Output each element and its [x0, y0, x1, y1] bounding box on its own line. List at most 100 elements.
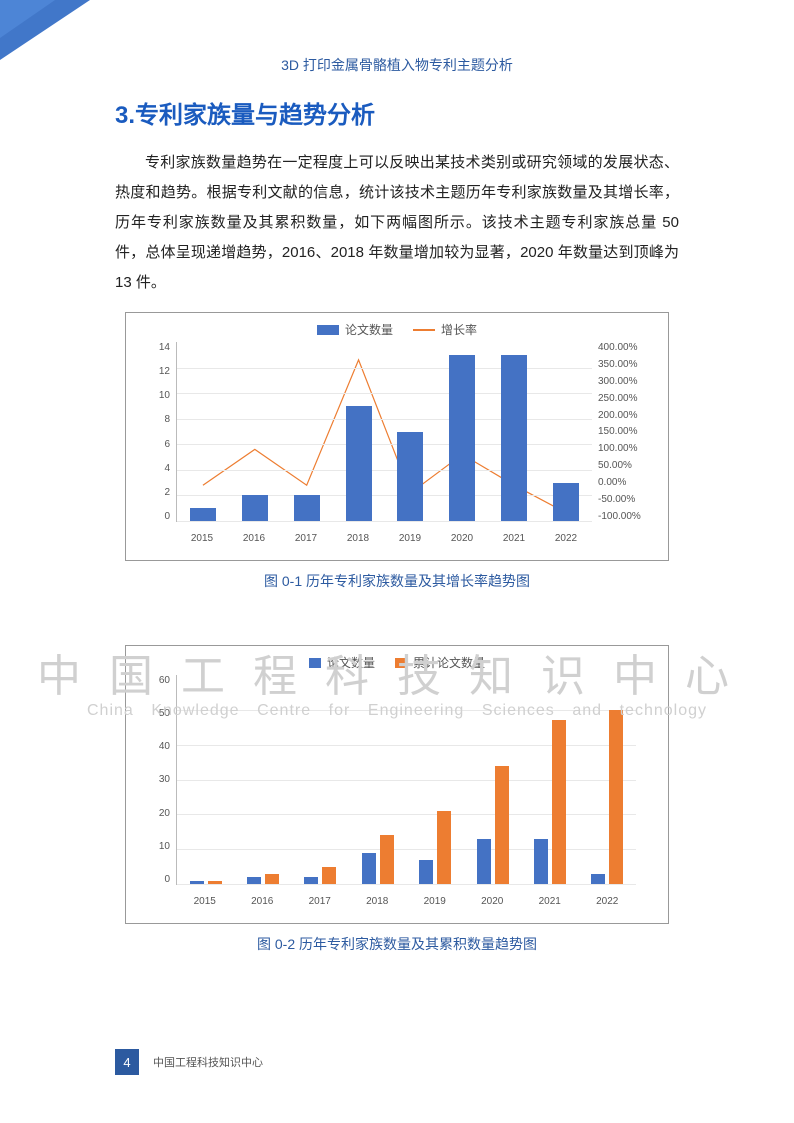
- gridline: [177, 849, 636, 850]
- chart1-legend-line: 增长率: [413, 321, 477, 338]
- section-number: 3.: [115, 102, 135, 129]
- chart1-area: 14121086420 400.00%350.00%300.00%250.00%…: [146, 342, 648, 552]
- page-header-subtitle: 3D 打印金属骨骼植入物专利主题分析: [0, 0, 794, 75]
- chart2-legend-b: 累计论文数量: [395, 654, 485, 671]
- chart1-bar: [449, 355, 475, 521]
- chart1-y-left: 14121086420: [140, 342, 170, 522]
- x-label: 2018: [349, 896, 407, 907]
- chart2-bar-a: [419, 860, 433, 884]
- x-label: 2019: [406, 896, 464, 907]
- chart2-bar-a: [591, 874, 605, 884]
- y-left-tick: 30: [159, 774, 170, 785]
- gridline: [177, 470, 592, 471]
- chart2-bar-a: [304, 877, 318, 884]
- x-label: 2015: [176, 896, 234, 907]
- chart2-bar-b: [265, 874, 279, 884]
- gridline: [177, 884, 636, 885]
- chart2-y-left: 60 50 40 30 20 10 0: [140, 675, 170, 885]
- chart1-bar: [553, 483, 579, 521]
- gridline: [177, 745, 636, 746]
- y-left-tick: 0: [164, 874, 170, 885]
- chart2-area: 6050403020100 20152016201720182019202020…: [146, 675, 648, 915]
- footer-org: 中国工程科技知识中心: [153, 1054, 263, 1070]
- chart2-bar-b: [437, 811, 451, 884]
- gridline: [177, 495, 592, 496]
- x-label: 2016: [234, 896, 292, 907]
- y-left-tick: 20: [159, 808, 170, 819]
- chart2-bar-b: [380, 835, 394, 884]
- y-left-tick: 60: [159, 675, 170, 686]
- chart1-bar: [190, 508, 216, 521]
- footer: 4 中国工程科技知识中心: [115, 1049, 263, 1075]
- page-number: 4: [115, 1049, 139, 1075]
- y-right-tick: -100.00%: [598, 511, 641, 522]
- x-label: 2021: [488, 533, 540, 544]
- y-right-tick: 250.00%: [598, 393, 637, 404]
- x-label: 2022: [540, 533, 592, 544]
- gridline: [177, 521, 592, 522]
- y-left-tick: 12: [159, 366, 170, 377]
- chart1-legend: 论文数量 增长率: [126, 313, 668, 342]
- gridline: [177, 368, 592, 369]
- chart2-container: 论文数量 累计论文数量 6050403020100 20152016201720…: [125, 645, 669, 924]
- section-title-text: 专利家族量与趋势分析: [135, 102, 375, 129]
- chart2-bar-b: [552, 720, 566, 884]
- chart2-bar-a: [190, 881, 204, 884]
- gridline: [177, 780, 636, 781]
- chart2-bar-a: [477, 839, 491, 884]
- chart2-plot: [176, 675, 636, 885]
- y-left-tick: 0: [164, 511, 170, 522]
- y-left-tick: 14: [159, 342, 170, 353]
- x-label: 2016: [228, 533, 280, 544]
- chart1-bar: [294, 495, 320, 521]
- gridline: [177, 419, 592, 420]
- y-right-tick: -50.00%: [598, 494, 635, 505]
- gridline: [177, 814, 636, 815]
- chart1-bar: [242, 495, 268, 521]
- y-right-tick: 200.00%: [598, 410, 637, 421]
- gridline: [177, 444, 592, 445]
- y-left-tick: 10: [159, 841, 170, 852]
- x-label: 2018: [332, 533, 384, 544]
- chart1-line-svg: [177, 342, 592, 521]
- y-right-tick: 350.00%: [598, 359, 637, 370]
- y-left-tick: 4: [164, 463, 170, 474]
- y-left-tick: 50: [159, 708, 170, 719]
- chart2-bar-a: [247, 877, 261, 884]
- x-label: 2021: [521, 896, 579, 907]
- y-left-tick: 2: [164, 487, 170, 498]
- chart2-bar-b: [322, 867, 336, 884]
- x-label: 2017: [291, 896, 349, 907]
- gridline: [177, 393, 592, 394]
- x-label: 2020: [436, 533, 488, 544]
- chart1-container: 论文数量 增长率 14121086420 400.00%350.00%300.0…: [125, 312, 669, 561]
- y-right-tick: 0.00%: [598, 477, 626, 488]
- y-right-tick: 300.00%: [598, 376, 637, 387]
- body-paragraph: 专利家族数量趋势在一定程度上可以反映出某技术类别或研究领域的发展状态、热度和趋势…: [115, 148, 679, 298]
- y-right-tick: 100.00%: [598, 443, 637, 454]
- legend-swatch-bar: [317, 325, 339, 335]
- chart1-bar: [501, 355, 527, 521]
- legend-a-label: 论文数量: [327, 654, 375, 671]
- y-left-tick: 10: [159, 390, 170, 401]
- legend-swatch-line: [413, 329, 435, 331]
- y-left-tick: 40: [159, 741, 170, 752]
- chart1-y-right: 400.00% 350.00% 300.00% 250.00% 200.00% 150.0…: [598, 342, 654, 522]
- y-right-tick: 400.00%: [598, 342, 637, 353]
- corner-decoration: [0, 0, 90, 60]
- y-right-tick: 150.00%: [598, 426, 637, 437]
- x-label: 2017: [280, 533, 332, 544]
- legend-swatch-b: [395, 658, 407, 668]
- y-left-tick: 8: [164, 414, 170, 425]
- chart2-x-labels: 20152016201720182019202020212022: [176, 896, 636, 907]
- content-area: 3.专利家族量与趋势分析 专利家族数量趋势在一定程度上可以反映出某技术类别或研究…: [0, 75, 794, 954]
- chart1-bar: [346, 406, 372, 521]
- legend-swatch-a: [309, 658, 321, 668]
- chart1-legend-bar: 论文数量: [317, 321, 393, 338]
- x-label: 2020: [464, 896, 522, 907]
- x-label: 2022: [579, 896, 637, 907]
- chart2-legend-a: 论文数量: [309, 654, 375, 671]
- legend-b-label: 累计论文数量: [413, 654, 485, 671]
- chart2-bar-a: [534, 839, 548, 884]
- x-label: 2019: [384, 533, 436, 544]
